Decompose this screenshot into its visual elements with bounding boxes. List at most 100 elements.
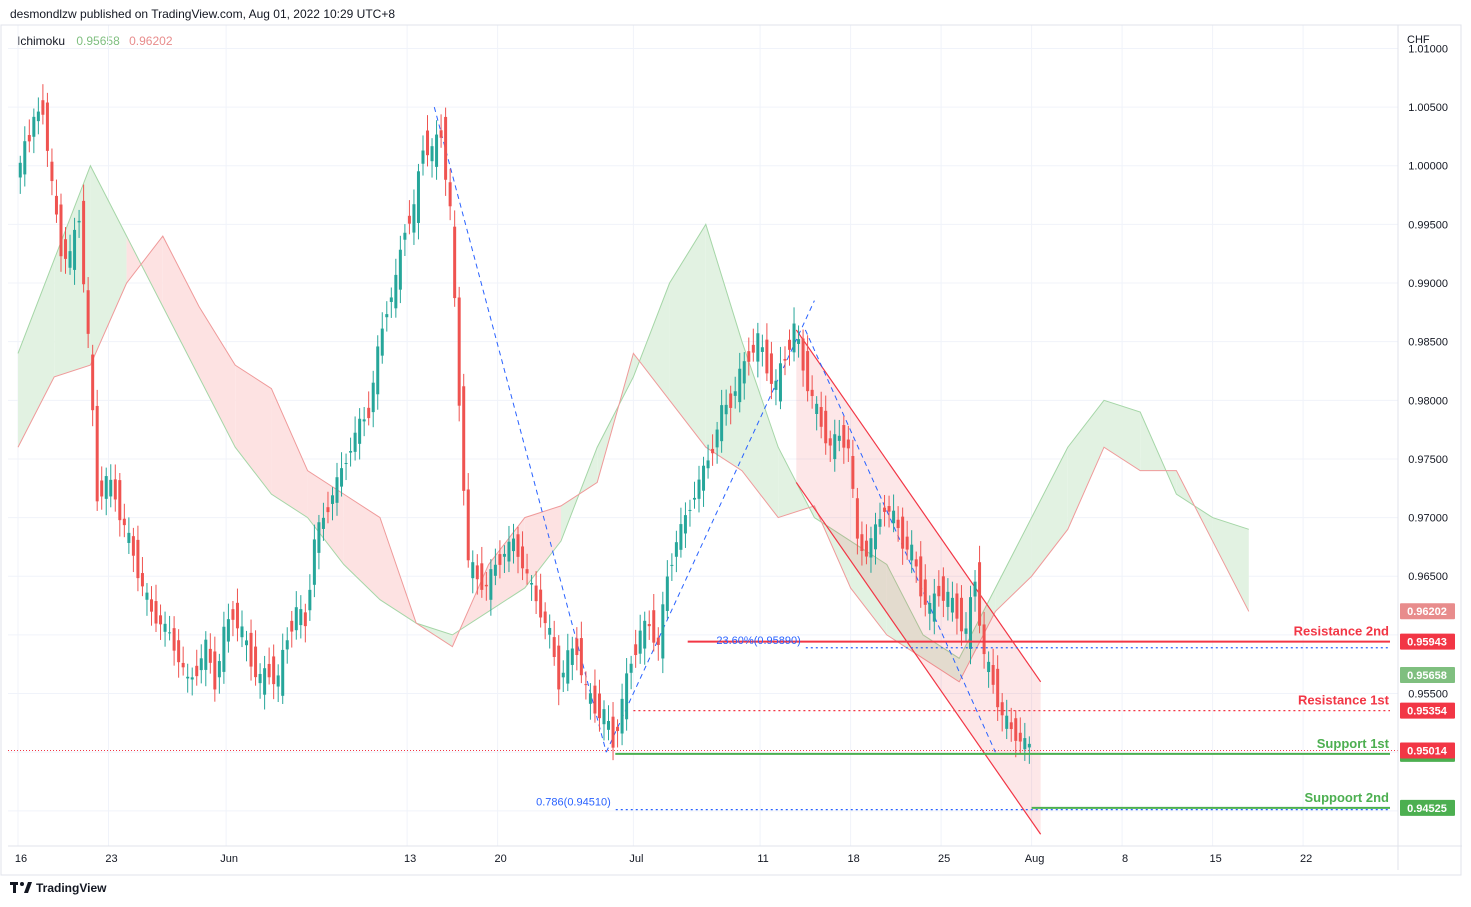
- candle-body: [317, 522, 321, 553]
- ichimoku-cloud-segment: [886, 564, 923, 659]
- candle-body: [978, 562, 982, 626]
- price-badge: [1400, 603, 1455, 620]
- candle-body: [982, 624, 986, 655]
- candle-body: [131, 536, 135, 556]
- candle-body: [1023, 738, 1027, 750]
- candle-body: [702, 465, 706, 491]
- candle-body: [579, 638, 583, 676]
- candle-body: [688, 509, 692, 511]
- candle-body: [507, 541, 511, 562]
- candle-body: [231, 609, 235, 620]
- candle-body: [122, 518, 126, 526]
- candle-body: [186, 676, 190, 679]
- candle-body: [349, 451, 353, 453]
- candle-body: [683, 515, 687, 534]
- candle-body: [235, 602, 239, 629]
- price-badge-text: 0.94525: [1407, 803, 1447, 815]
- candle-body: [638, 630, 642, 654]
- price-badge: [1400, 702, 1455, 719]
- candle-body: [530, 582, 534, 585]
- candle-body: [95, 405, 99, 502]
- ichimoku-cloud-segment: [90, 165, 127, 366]
- ichimoku-cloud-segment: [923, 634, 960, 682]
- candle-body: [140, 573, 144, 587]
- candle-body: [489, 569, 493, 600]
- ichimoku-cloud-segment: [54, 165, 91, 377]
- y-tick-label: 0.97000: [1408, 513, 1448, 525]
- candle-body: [552, 637, 556, 658]
- candle-body: [910, 544, 914, 561]
- candle-body: [421, 150, 425, 164]
- candle-body: [842, 425, 846, 448]
- ichimoku-cloud-segment: [705, 224, 742, 471]
- candle-body: [557, 645, 561, 690]
- ichimoku-cloud-segment: [524, 505, 561, 588]
- x-tick-label: 16: [15, 853, 27, 865]
- candle-body: [620, 698, 624, 734]
- y-tick-label: 0.96500: [1408, 571, 1448, 583]
- candle-body: [321, 517, 325, 529]
- candle-body: [222, 626, 226, 672]
- candle-body: [905, 536, 909, 550]
- candle-body: [1014, 718, 1018, 741]
- candle-body: [670, 564, 674, 566]
- candle-body: [344, 463, 348, 465]
- candle-body: [145, 592, 149, 600]
- candle-body: [778, 363, 782, 402]
- indicator-name[interactable]: Ichimoku: [17, 34, 66, 48]
- candle-body: [625, 673, 629, 720]
- ichimoku-cloud-segment: [633, 283, 670, 401]
- candle-body: [163, 623, 167, 632]
- ichimoku-cloud-segment: [307, 470, 344, 565]
- candle-body: [516, 534, 520, 557]
- candle-body: [430, 146, 434, 162]
- candle-body: [756, 333, 760, 362]
- candle-body: [616, 726, 620, 732]
- candle-body: [729, 393, 733, 408]
- candle-body: [502, 553, 506, 557]
- candle-body: [715, 429, 719, 448]
- brand-footer[interactable]: TradingView: [10, 881, 106, 895]
- candle-body: [118, 480, 122, 521]
- y-tick-label: 0.95500: [1408, 689, 1448, 701]
- candle-body: [937, 585, 941, 597]
- candle-body: [82, 200, 86, 285]
- candle-body: [303, 612, 307, 627]
- candle-body: [711, 448, 715, 454]
- candle-body: [54, 195, 58, 215]
- candle-body: [946, 591, 950, 607]
- candle-body: [312, 539, 316, 585]
- candle-body: [647, 624, 651, 627]
- candle-body: [258, 673, 262, 684]
- candle-body: [45, 102, 49, 151]
- candle-body: [398, 249, 402, 290]
- candle-body: [457, 297, 461, 406]
- candle-body: [190, 677, 194, 680]
- candle-body: [226, 619, 230, 642]
- candle-body: [570, 648, 574, 665]
- candle-body: [245, 640, 249, 646]
- y-tick-label: 0.99500: [1408, 219, 1448, 231]
- candle-body: [511, 538, 515, 552]
- candle-body: [154, 601, 158, 624]
- candle-body: [1027, 743, 1031, 748]
- x-tick-label: Jun: [220, 853, 238, 865]
- candle-body: [64, 239, 68, 259]
- candle-body: [159, 615, 163, 625]
- candle-body: [969, 597, 973, 649]
- ichimoku-span-a: [17, 164, 1249, 660]
- ichimoku-cloud-segment: [959, 587, 996, 682]
- candle-body: [484, 584, 488, 587]
- candle-body: [330, 495, 334, 504]
- candle-body: [661, 604, 665, 659]
- candle-body: [561, 672, 565, 678]
- candle-body: [914, 559, 918, 567]
- ichimoku-cloud-segment: [199, 306, 236, 448]
- candle-body: [656, 637, 660, 645]
- candle-body: [964, 628, 968, 634]
- candle-body: [59, 204, 63, 257]
- candle-body: [358, 418, 362, 444]
- candle-body: [738, 368, 742, 403]
- candle-body: [765, 339, 769, 374]
